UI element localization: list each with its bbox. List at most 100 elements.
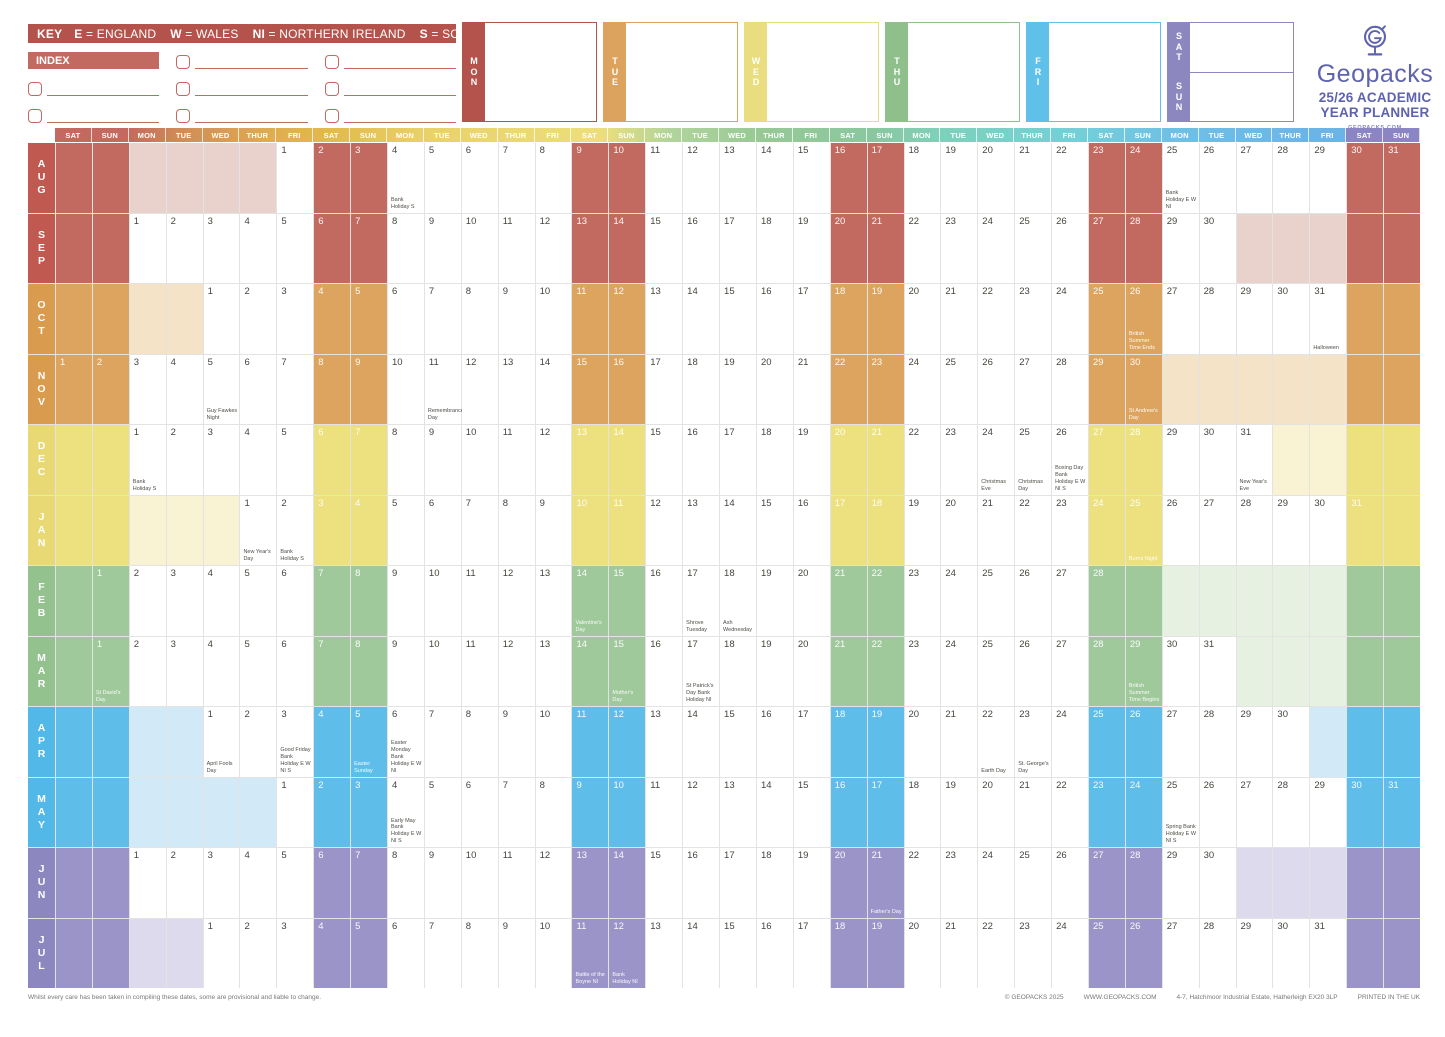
note-area[interactable] [1049,23,1160,121]
day-cell-jul-1: 1 [203,918,240,988]
day-cell-empty [1347,707,1384,777]
day-number: 6 [428,497,435,509]
weekday-header: FRI [1309,128,1347,142]
day-cell-mar-9: 9 [388,636,424,706]
day-cell-nov-8: 8 [314,354,351,424]
day-cell-oct-25: 25 [1088,284,1125,354]
index-checkbox[interactable] [324,55,339,69]
day-cell-empty [1384,284,1420,354]
weekday-header: TUE [682,128,720,142]
day-number: 28 [1129,850,1141,861]
day-cell-may-7: 7 [498,777,535,847]
day-cell-jun-23: 23 [941,848,978,918]
note-area-sun[interactable] [1190,71,1293,122]
day-number: 7 [318,568,324,579]
day-cell-apr-19: 19 [867,707,904,777]
day-number: 12 [650,497,661,509]
day-cell-jun-16: 16 [683,848,720,918]
day-number: 4 [207,568,213,579]
day-cell-empty [1310,707,1347,777]
day-cell-empty [1347,848,1384,918]
index-checkbox[interactable] [176,109,191,123]
day-cell-apr-22: 22 Earth Day [978,707,1015,777]
day-number: 9 [502,920,508,932]
weekday-header: THUR [756,128,793,142]
day-number: 22 [1056,779,1067,791]
day-cell-dec-13: 13 [572,425,609,495]
note-area[interactable] [767,23,878,121]
weekday-header: SAT [55,128,92,142]
day-cell-feb-5: 5 [240,566,277,636]
note-area[interactable] [485,23,596,121]
day-cell-jun-2: 2 [166,848,203,918]
day-cell-empty [1236,354,1273,424]
day-cell-aug-29: 29 [1310,143,1347,213]
day-number: 16 [613,356,624,368]
day-cell-jul-17: 17 [793,918,830,988]
index-checkbox[interactable] [324,109,339,123]
day-number: 8 [392,427,398,438]
day-number: 11 [465,568,476,579]
index-checkbox[interactable] [176,82,191,96]
day-cell-sep-6: 6 [314,213,351,283]
day-number: 27 [1166,709,1178,720]
day-number: 3 [281,709,287,720]
day-cell-empty [92,495,129,565]
day-cell-dec-5: 5 [277,425,314,495]
index-slot[interactable] [324,52,456,69]
index-slot[interactable] [28,79,160,96]
day-number: 3 [170,638,176,650]
holiday-label: British Summer Time Begins [1128,683,1160,704]
weekday-header: MON [645,128,683,142]
day-cell-sep-19: 19 [793,213,830,283]
note-area[interactable] [908,23,1019,121]
day-number: 8 [539,145,545,156]
index-checkbox[interactable] [28,82,42,96]
day-cell-apr-18: 18 [830,707,867,777]
index-slot[interactable] [176,79,308,96]
day-number: 15 [797,145,809,156]
index-slot[interactable] [324,79,456,96]
index-line [195,95,308,96]
index-slot[interactable] [28,106,160,123]
day-number: 17 [724,215,735,227]
key-entry-ni: NI = NORTHERN IRELAND [252,26,406,41]
index-slot[interactable] [176,52,308,69]
index-slot[interactable] [176,106,308,123]
note-area-sat[interactable] [1190,23,1293,72]
holiday-label: New Year's Eve [1239,478,1267,492]
day-cell-apr-7: 7 [424,707,461,777]
day-cell-aug-25: 25 Bank Holiday E W NI [1162,143,1199,213]
day-number: 5 [281,215,287,227]
weekday-header: FRI [276,128,314,142]
day-number: 18 [760,850,772,861]
day-cell-dec-9: 9 [424,425,461,495]
day-cell-jan-18: 18 [867,495,904,565]
note-area[interactable] [626,23,737,121]
day-number: 2 [244,286,250,297]
day-number: 12 [687,779,698,791]
day-cell-may-30: 30 [1347,777,1384,847]
day-cell-jun-4: 4 [240,848,277,918]
day-number: 31 [1351,497,1362,509]
index-slot[interactable] [324,106,456,123]
day-number: 1 [60,356,66,368]
index-checkbox[interactable] [324,82,339,96]
day-number: 21 [945,920,956,932]
day-cell-dec-1: 1 Bank Holiday S [129,425,166,495]
index-checkbox[interactable] [28,109,42,123]
index-checkbox[interactable] [176,55,191,69]
day-number: 18 [871,497,883,509]
note-area[interactable] [1190,23,1293,121]
day-cell-apr-4: 4 [314,707,351,777]
day-cell-mar-20: 20 [793,636,830,706]
day-number: 9 [502,709,508,720]
day-number: 20 [982,779,993,791]
day-cell-empty [203,777,240,847]
